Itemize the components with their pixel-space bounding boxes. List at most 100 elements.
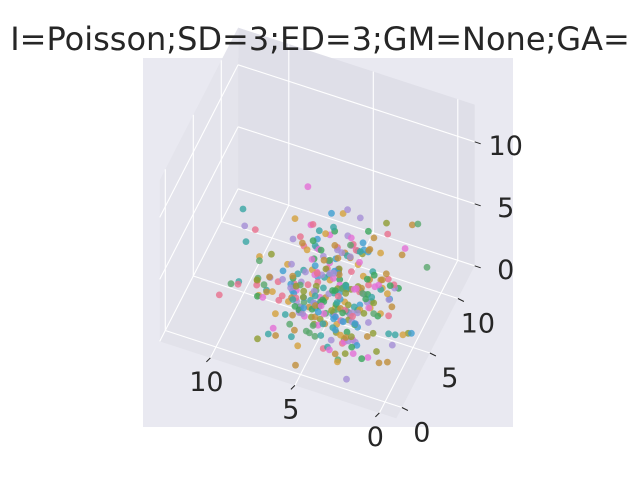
data-point (227, 280, 235, 288)
data-point (311, 292, 319, 300)
data-point (251, 226, 259, 234)
data-point (314, 308, 322, 316)
data-point (281, 311, 289, 318)
data-point (315, 227, 323, 235)
data-point (328, 307, 335, 314)
data-point (330, 315, 337, 323)
data-point (269, 288, 276, 295)
data-point (242, 238, 250, 246)
data-point (349, 312, 356, 320)
data-point (391, 331, 399, 339)
data-point (279, 276, 286, 283)
data-point (343, 375, 350, 383)
grid-line (159, 126, 239, 280)
data-point (263, 288, 270, 296)
data-point (343, 328, 351, 336)
data-point (300, 304, 308, 312)
data-point (347, 234, 355, 242)
z-tick-label: 10 (489, 131, 523, 162)
data-point (266, 273, 273, 281)
data-point (259, 293, 267, 301)
data-point (239, 205, 247, 213)
y-tick-mark (401, 407, 409, 411)
data-point (320, 256, 328, 264)
data-point (358, 355, 366, 363)
data-point (365, 281, 372, 289)
data-point (369, 329, 377, 337)
data-point (333, 299, 341, 306)
data-point (337, 331, 344, 339)
data-point (322, 230, 329, 238)
data-point (299, 310, 306, 317)
z-tick-mark (474, 141, 481, 145)
x-tick-mark (375, 412, 380, 418)
data-point (384, 290, 391, 298)
data-point (272, 332, 279, 339)
data-point (289, 296, 297, 303)
data-point (370, 271, 378, 279)
data-point (302, 268, 309, 276)
data-point (300, 287, 308, 295)
data-point (347, 241, 354, 249)
data-point (365, 247, 373, 254)
data-point (328, 209, 335, 217)
data-point (384, 358, 391, 366)
data-point (388, 303, 396, 311)
data-point (330, 223, 337, 231)
data-point (272, 310, 279, 318)
data-point (275, 296, 283, 304)
data-point (291, 215, 299, 223)
data-point (342, 334, 350, 341)
data-point (363, 333, 371, 340)
data-point (339, 210, 347, 217)
data-point (362, 295, 370, 303)
data-point (368, 293, 376, 301)
grid-line (159, 64, 239, 218)
data-point (286, 320, 294, 328)
data-point (356, 214, 364, 222)
data-point (354, 309, 361, 317)
data-point (408, 329, 415, 337)
z-tick-label: 0 (497, 255, 514, 286)
data-point (317, 246, 325, 254)
data-point (378, 276, 386, 284)
data-point (342, 289, 350, 297)
data-point (264, 330, 272, 338)
data-point (377, 249, 384, 257)
data-point (399, 331, 407, 339)
data-point (269, 324, 277, 332)
data-point (359, 239, 367, 247)
y-tick-label: 0 (413, 418, 430, 449)
data-point (317, 332, 325, 339)
grid-line (237, 126, 475, 205)
data-point (341, 350, 349, 357)
data-point (332, 326, 339, 334)
data-point (326, 270, 334, 277)
data-point (317, 302, 325, 310)
data-point (358, 284, 365, 292)
data-point (384, 275, 392, 283)
data-point (254, 335, 261, 343)
y-tick-mark (457, 298, 465, 302)
data-point (322, 265, 330, 273)
data-point (308, 256, 316, 263)
data-point (288, 260, 295, 268)
data-point (309, 221, 317, 228)
data-point (320, 284, 327, 292)
data-point (360, 310, 368, 317)
back-wall-pane (238, 27, 475, 266)
data-point (234, 280, 242, 288)
data-point (336, 276, 344, 283)
data-point (365, 304, 373, 312)
data-point (292, 282, 300, 290)
data-point (348, 268, 355, 275)
data-point (309, 322, 317, 329)
data-point (289, 311, 296, 319)
data-point (304, 183, 312, 191)
data-point (299, 239, 306, 247)
data-point (312, 282, 320, 290)
data-point (334, 292, 342, 300)
data-point (423, 263, 431, 271)
grid-line (159, 188, 239, 342)
